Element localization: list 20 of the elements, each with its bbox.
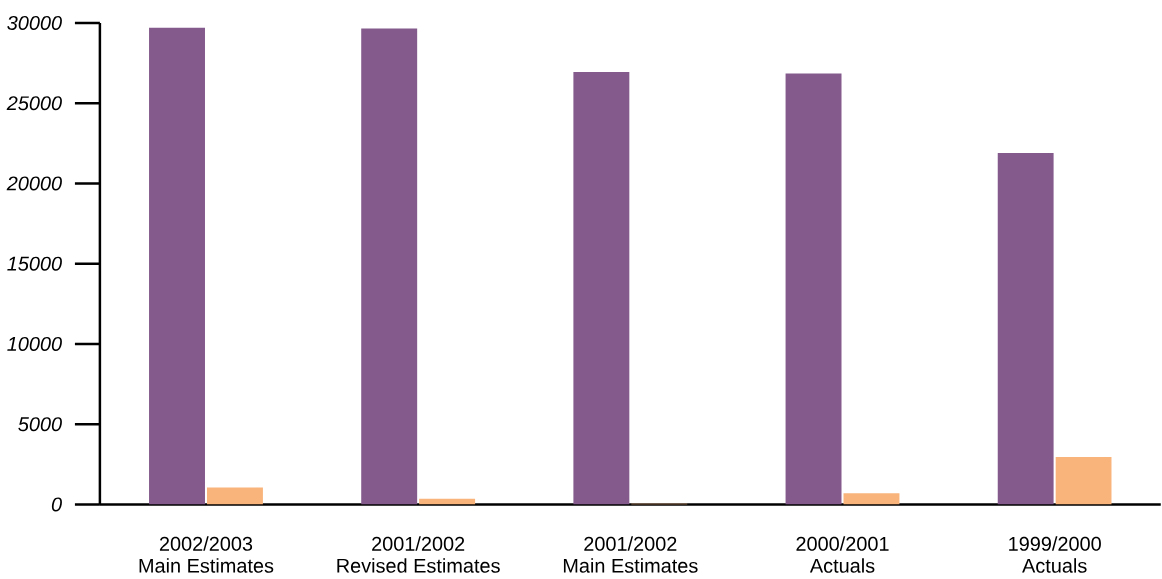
- y-tick-label: 30000: [7, 15, 62, 30]
- x-tick-label: 2001/2002 Revised Estimates: [337, 536, 500, 573]
- x-tick-label: 2002/2003 Main Estimates: [139, 536, 274, 573]
- bar: [149, 27, 205, 505]
- x-tick-label: 1999/2000 Actuals: [1009, 536, 1101, 573]
- y-tick-label: 20000: [6, 176, 62, 191]
- y-tick-label: 5000: [18, 416, 62, 432]
- bar: [997, 152, 1054, 505]
- bar: [843, 493, 900, 505]
- bar: [361, 28, 418, 505]
- y-tick-label: 15000: [7, 256, 62, 271]
- x-tick-label: 2001/2002 Main Estimates: [563, 536, 698, 573]
- bar: [1055, 456, 1112, 505]
- y-tick-label: 25000: [6, 95, 62, 111]
- y-tick-label: 10000: [7, 336, 62, 351]
- bar: [785, 73, 842, 505]
- bar: [206, 487, 263, 505]
- x-tick-label: 2000/2001 Actuals: [796, 536, 889, 573]
- y-tick-label: 0: [51, 497, 62, 512]
- bar: [573, 71, 630, 505]
